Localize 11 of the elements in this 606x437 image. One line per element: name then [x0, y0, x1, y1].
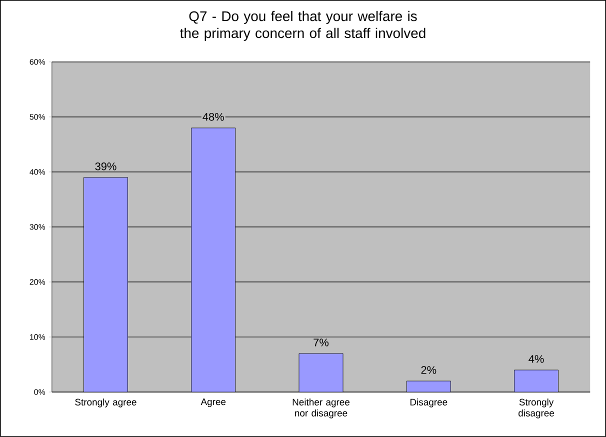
data-label: 48%: [202, 113, 224, 121]
x-tick-label: Strongly agree: [75, 398, 136, 408]
x-tick-label: Agree: [200, 398, 226, 408]
data-label: 4%: [528, 355, 544, 363]
data-label: 7%: [314, 338, 329, 346]
data-label: 39%: [95, 162, 116, 170]
x-tick-label: Disagree: [410, 398, 448, 408]
x-tick-label: Strongly disagree: [518, 398, 554, 418]
data-label: 2%: [421, 366, 436, 374]
chart-title: Q7 - Do you feel that your welfare is the primary concern of all staff involved: [180, 10, 426, 41]
x-tick-label: Neither agree nor disagree: [292, 398, 350, 418]
